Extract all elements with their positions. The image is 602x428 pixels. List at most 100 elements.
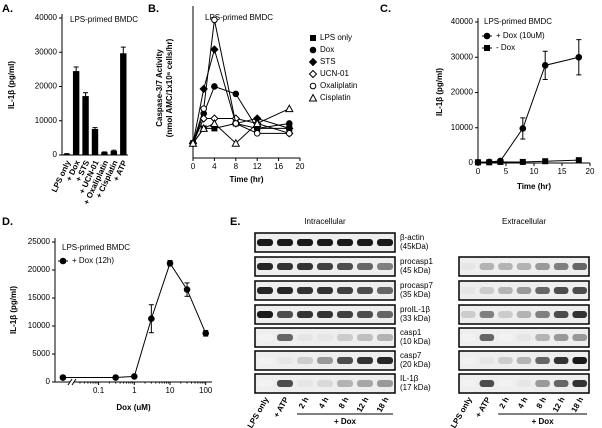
series-line — [192, 47, 290, 144]
blot-band — [337, 380, 353, 387]
blot-band — [553, 263, 569, 270]
marker — [486, 159, 493, 166]
error-bar — [101, 151, 107, 154]
group-label: + Dox — [532, 417, 555, 426]
blot-band — [553, 311, 569, 318]
blot-band — [572, 334, 587, 341]
panel-label: E. — [230, 216, 240, 228]
y-tick-label: 30000 — [451, 52, 474, 61]
marker — [253, 130, 261, 137]
blot-band — [277, 357, 293, 364]
blot-band — [297, 380, 313, 387]
error-bar — [111, 149, 117, 153]
series-line — [192, 118, 290, 144]
blot-band — [553, 334, 569, 341]
protein-name: casp1 — [400, 328, 422, 337]
legend-label: - Dox — [496, 43, 515, 52]
blot-band — [535, 287, 550, 294]
blot-band — [479, 334, 495, 341]
blot-band — [297, 334, 313, 341]
marker — [131, 373, 138, 380]
marker — [286, 130, 293, 137]
x-tick-label: 8 — [234, 162, 239, 171]
x-tick-label: 0 — [476, 167, 481, 176]
marker — [497, 158, 504, 165]
blot-band — [553, 287, 569, 294]
protein-size: (35 kDa) — [400, 290, 431, 299]
blot-band — [317, 239, 333, 246]
axis-break — [71, 378, 77, 386]
chart-title: LPS-primed BMDC — [62, 243, 130, 252]
blot-band — [516, 334, 532, 341]
blot-band — [297, 239, 313, 246]
blot-band — [572, 287, 587, 294]
blot-band — [461, 287, 476, 294]
blot-band — [535, 357, 550, 364]
blot-band — [257, 380, 273, 387]
legend-marker — [59, 257, 67, 265]
x-tick-label: 16 — [274, 162, 283, 171]
blot-band — [277, 334, 293, 341]
blot-band — [317, 263, 333, 270]
legend-label: Dox — [320, 45, 334, 54]
blot-band — [498, 263, 513, 270]
panel-label: A. — [2, 3, 13, 15]
blot-band — [377, 357, 393, 364]
y-tick-label: 10000 — [35, 116, 58, 125]
x-tick-label: 12 — [253, 162, 262, 171]
protein-size: (10 kDa) — [400, 337, 431, 346]
legend-marker — [308, 93, 318, 102]
blot-band — [337, 263, 353, 270]
marker — [112, 374, 119, 381]
blot-band — [357, 380, 373, 387]
blot-band — [461, 311, 476, 318]
marker — [211, 83, 218, 90]
blot-band — [337, 287, 353, 294]
marker — [232, 90, 240, 98]
y-tick-label: 40000 — [451, 17, 474, 26]
blot-band — [357, 334, 373, 341]
blot-band — [297, 357, 313, 364]
blot-band — [377, 311, 393, 318]
legend-label: + Dox (10uM) — [496, 31, 545, 40]
blot-band — [461, 357, 476, 364]
blot-band — [317, 380, 333, 387]
group-label: + Dox — [334, 417, 357, 426]
y-axis-label: IL-1β (pg/ml) — [7, 61, 16, 109]
marker — [210, 118, 219, 127]
y-tick-label: 30000 — [35, 47, 58, 56]
marker — [188, 138, 198, 147]
blot-band — [572, 357, 587, 364]
blot-band — [297, 287, 313, 294]
legend-label: STS — [320, 57, 336, 66]
marker — [200, 105, 207, 112]
chart-title: LPS-primed BMDC — [70, 15, 138, 24]
legend-marker — [484, 45, 490, 51]
x-tick-label: 15 — [558, 167, 567, 176]
marker — [148, 315, 155, 323]
marker — [202, 329, 210, 337]
blot-band — [317, 357, 333, 364]
legend-marker — [483, 32, 491, 40]
blot-band — [297, 311, 313, 318]
x-axis-label: Dox (uM) — [116, 403, 151, 412]
x-tick-label: 1 — [132, 386, 137, 395]
blot-band — [357, 263, 373, 270]
blot-band — [479, 287, 495, 294]
marker — [541, 62, 549, 69]
marker — [575, 53, 583, 61]
blot-band — [377, 239, 393, 246]
x-tick-label: 20 — [296, 162, 305, 171]
blot-band — [479, 380, 495, 387]
y-tick-label: 20000 — [28, 265, 51, 274]
y-tick-label: 10000 — [451, 123, 474, 132]
blot-band — [317, 311, 333, 318]
marker — [475, 159, 481, 166]
y-tick-label: 0 — [46, 377, 51, 386]
blot-band — [498, 357, 513, 364]
protein-size: (17 kDa) — [400, 383, 431, 392]
blot-band — [516, 357, 532, 364]
blot-band — [257, 334, 273, 341]
series-line — [192, 19, 290, 144]
